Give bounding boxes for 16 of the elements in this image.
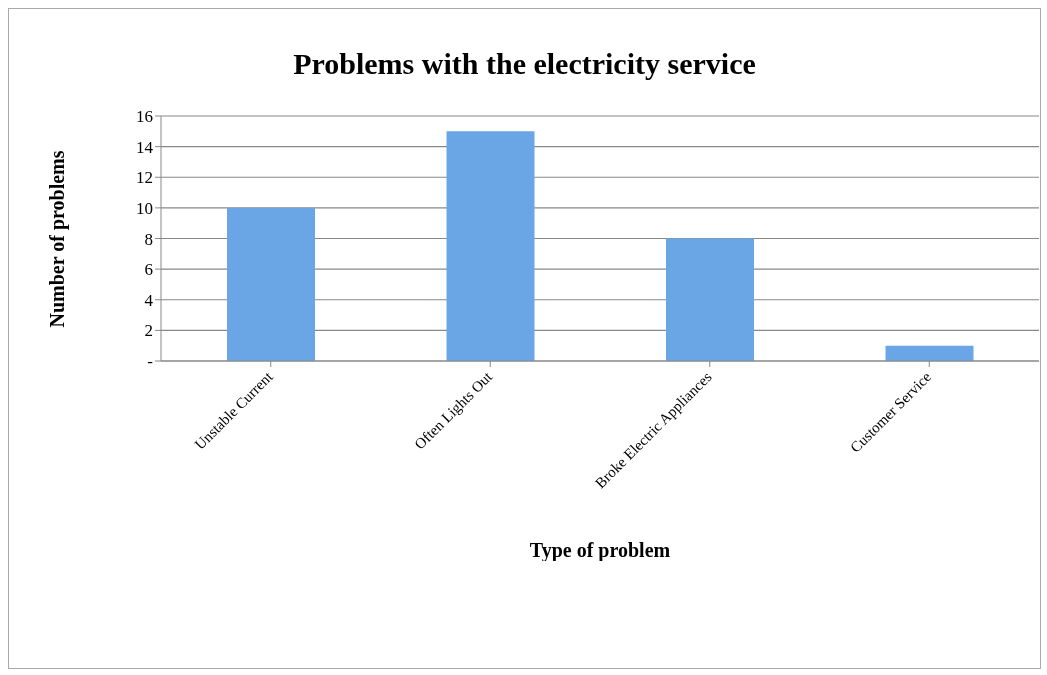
x-axis-title: Type of problem	[529, 539, 671, 562]
y-tick-label: 10	[136, 198, 153, 218]
chart-title: Problems with the electricity service	[292, 47, 757, 81]
bar	[885, 345, 974, 361]
y-tick-label: 14	[136, 137, 154, 157]
y-tick-label: 12	[136, 168, 153, 188]
y-tick-label: 2	[144, 321, 153, 341]
y-tick-label: 4	[144, 290, 154, 310]
y-tick-label: 8	[144, 229, 153, 249]
y-axis-title: Number of problems	[45, 150, 69, 328]
y-tick-label: -	[147, 352, 154, 372]
bar	[446, 131, 535, 361]
y-tick-label: 6	[144, 260, 153, 280]
bar	[666, 238, 754, 361]
bar	[227, 207, 315, 361]
y-tick-label: 16	[136, 107, 153, 127]
